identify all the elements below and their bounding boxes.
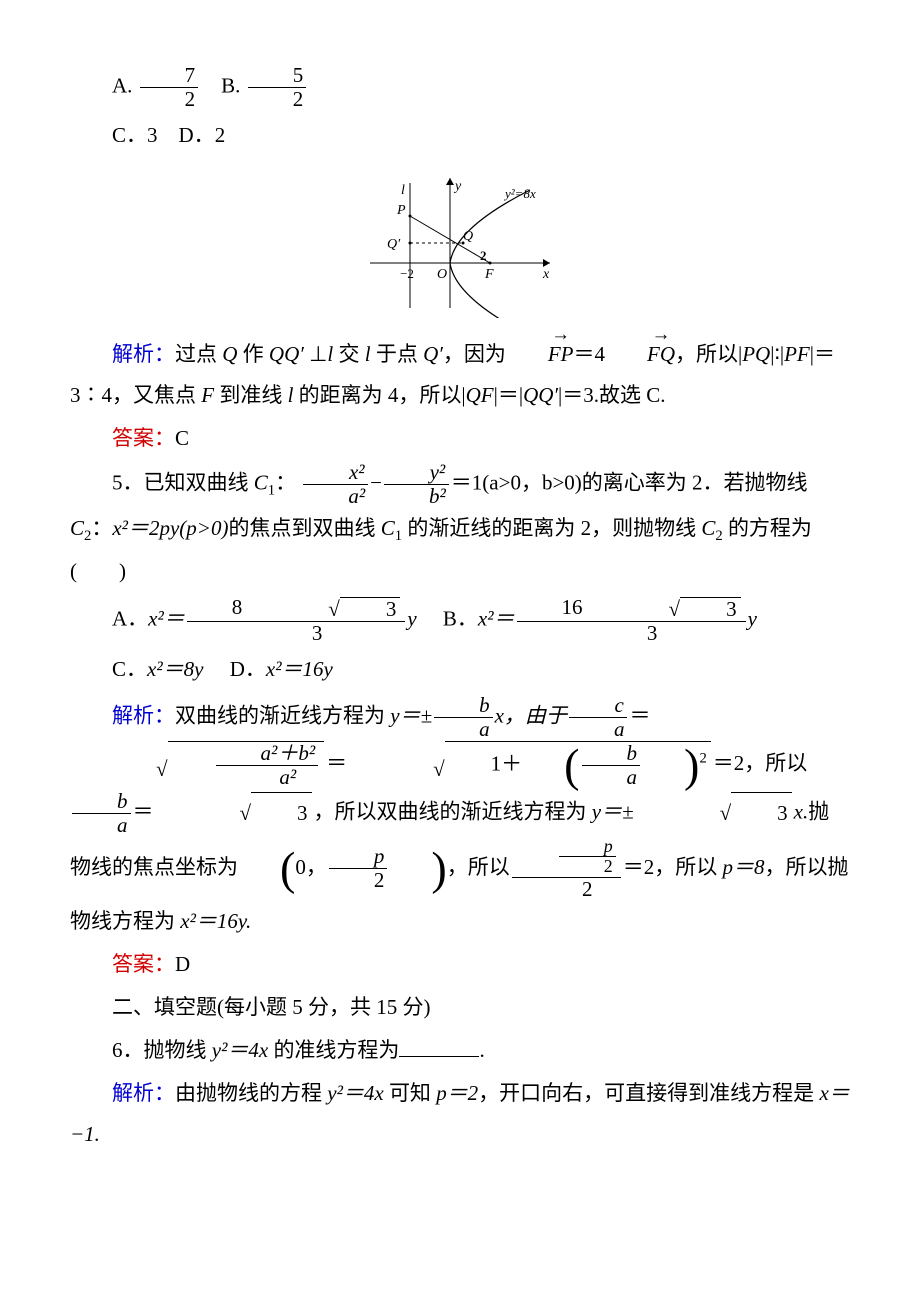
label-O: O: [437, 267, 447, 282]
q6-analysis: 解析：由抛物线的方程 y²＝4x 可知 p＝2，开口向右，可直接得到准线方程是 …: [70, 1073, 850, 1155]
q4-opt-c-label: C．: [112, 123, 147, 147]
label-curve: y²=8x: [503, 186, 536, 201]
q4-opt-b-frac: 5 2: [248, 64, 307, 111]
sqrt2: 1＋(ba)2: [349, 741, 711, 789]
q4-analysis: 解析：过点 Q 作 QQ′ ⊥l 交 l 于点 Q′，因为FP＝4FQ，所以|P…: [70, 334, 850, 416]
tick-2: 2: [480, 248, 487, 263]
section2-heading: 二、填空题(每小题 5 分，共 15 分): [70, 987, 850, 1028]
q5-opt-ab: A．x²＝833y B．x²＝1633y: [70, 596, 850, 645]
blank-field: [399, 1035, 479, 1057]
label-y: y: [453, 179, 462, 194]
vec-FQ: FQ: [605, 334, 675, 375]
q4-opt-a-label: A.: [112, 73, 132, 97]
label-P: P: [396, 203, 406, 218]
q4-answer: 答案：C: [70, 418, 850, 459]
vec-FP: FP: [506, 334, 574, 375]
analysis-label: 解析：: [112, 342, 175, 366]
q4-opt-d-label: D．: [179, 123, 215, 147]
q4-opt-a-frac: 7 2: [140, 64, 199, 111]
frac-x2a2: x²a²: [303, 461, 368, 508]
x-axis-arrow: [543, 259, 550, 267]
analysis-label: 解析：: [112, 704, 175, 728]
tick-neg2: −2: [400, 266, 414, 281]
label-Qp: Q′: [387, 237, 401, 252]
label-F: F: [484, 267, 494, 282]
label-l: l: [401, 183, 405, 198]
point-F: [489, 262, 492, 265]
q5-answer: 答案：D: [70, 944, 850, 985]
sqrt1: a²＋b²a²: [72, 741, 324, 789]
q4-opt-ab: A. 7 2 B. 5 2: [70, 64, 850, 111]
q4-diagram: P Q′ Q F −2 2 O l y x y²=8x: [70, 168, 850, 318]
q4-opt-b-label: B.: [221, 73, 240, 97]
q4-diagram-svg: P Q′ Q F −2 2 O l y x y²=8x: [355, 168, 565, 318]
frac-y2b2: y²b²: [384, 461, 449, 508]
y-axis-arrow: [446, 178, 454, 185]
q5-opt-cd: C．x²＝8y D．x²＝16y: [70, 649, 850, 690]
label-Q: Q: [463, 229, 473, 244]
q5-stem: 5．已知双曲线 C1： x²a²−y²b²＝1(a>0，b>0)的离心率为 2．…: [70, 461, 850, 592]
analysis-label: 解析：: [112, 1081, 175, 1105]
label-x: x: [542, 267, 550, 282]
answer-label: 答案：: [112, 426, 175, 450]
q4-opt-cd: C．3 D．2: [70, 115, 850, 156]
q5-analysis: 解析：双曲线的渐近线方程为 y＝±bax，由于ca＝a²＋b²a²＝1＋(ba)…: [70, 694, 850, 942]
answer-label: 答案：: [112, 952, 175, 976]
q6-stem: 6．抛物线 y²＝4x 的准线方程为.: [70, 1030, 850, 1071]
